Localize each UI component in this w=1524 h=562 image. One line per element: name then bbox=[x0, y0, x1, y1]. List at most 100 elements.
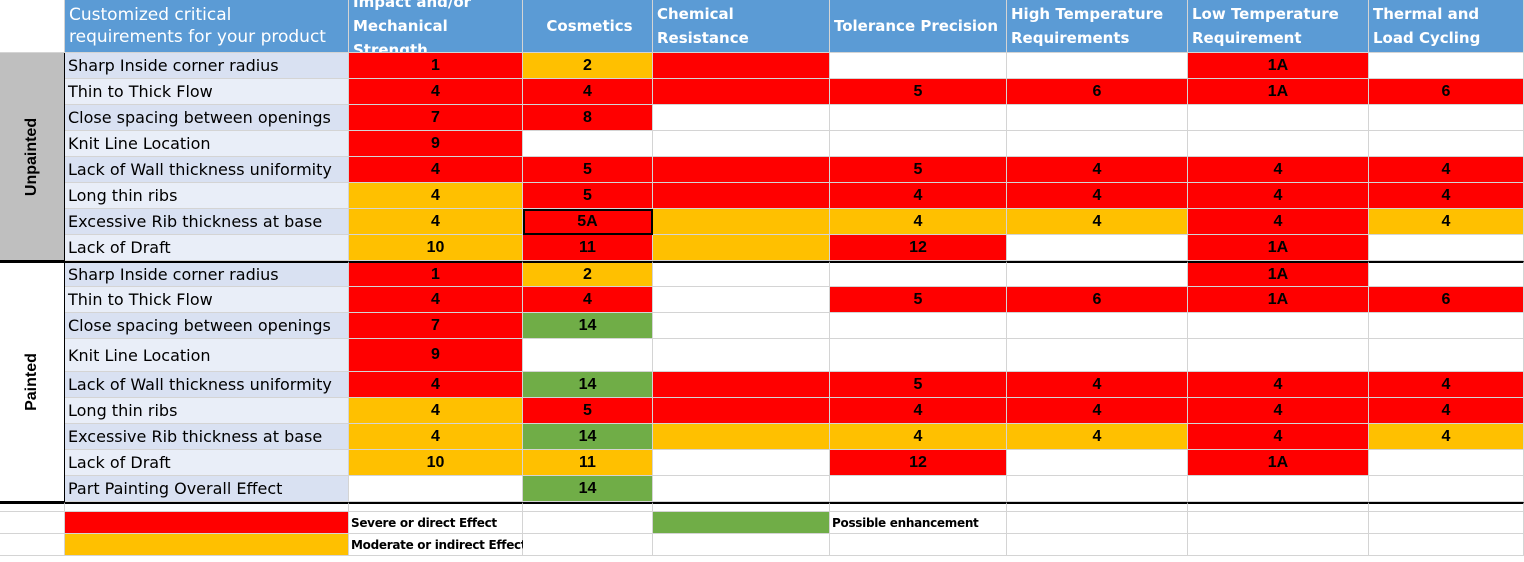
value-cell[interactable] bbox=[653, 424, 830, 450]
value-cell[interactable] bbox=[1369, 450, 1524, 476]
value-cell[interactable] bbox=[523, 131, 653, 157]
value-cell[interactable] bbox=[1369, 339, 1524, 372]
value-cell[interactable]: 2 bbox=[523, 261, 653, 287]
value-cell[interactable]: 4 bbox=[1188, 209, 1369, 235]
value-cell[interactable]: 4 bbox=[1369, 372, 1524, 398]
value-cell[interactable] bbox=[653, 53, 830, 79]
value-cell[interactable] bbox=[1007, 313, 1188, 339]
value-cell[interactable]: 4 bbox=[830, 183, 1007, 209]
value-cell[interactable] bbox=[653, 339, 830, 372]
row-label[interactable]: Sharp Inside corner radius bbox=[65, 53, 349, 79]
value-cell[interactable]: 11 bbox=[523, 450, 653, 476]
row-label[interactable]: Sharp Inside corner radius bbox=[65, 261, 349, 287]
row-label[interactable]: Close spacing between openings bbox=[65, 105, 349, 131]
column-header-4[interactable]: Tolerance Precision bbox=[830, 0, 1007, 53]
value-cell[interactable]: 4 bbox=[1007, 209, 1188, 235]
value-cell[interactable]: 14 bbox=[523, 372, 653, 398]
value-cell[interactable]: 1 bbox=[349, 261, 523, 287]
value-cell[interactable]: 1A bbox=[1188, 53, 1369, 79]
value-cell[interactable]: 1A bbox=[1188, 287, 1369, 313]
row-label[interactable]: Knit Line Location bbox=[65, 339, 349, 372]
value-cell[interactable] bbox=[830, 53, 1007, 79]
value-cell[interactable]: 4 bbox=[349, 287, 523, 313]
value-cell[interactable]: 4 bbox=[1188, 183, 1369, 209]
value-cell[interactable] bbox=[1369, 131, 1524, 157]
value-cell[interactable] bbox=[653, 450, 830, 476]
value-cell[interactable]: 14 bbox=[523, 476, 653, 502]
value-cell[interactable]: 4 bbox=[1007, 157, 1188, 183]
value-cell[interactable] bbox=[523, 339, 653, 372]
value-cell[interactable]: 5 bbox=[523, 157, 653, 183]
value-cell[interactable] bbox=[653, 398, 830, 424]
value-cell[interactable]: 4 bbox=[349, 183, 523, 209]
group-label-painted[interactable]: Painted bbox=[0, 261, 65, 502]
value-cell[interactable]: 7 bbox=[349, 105, 523, 131]
column-header-5[interactable]: High Temperature Requirements bbox=[1007, 0, 1188, 53]
value-cell[interactable]: 4 bbox=[1369, 157, 1524, 183]
value-cell[interactable] bbox=[653, 157, 830, 183]
value-cell[interactable]: 4 bbox=[1007, 183, 1188, 209]
row-label[interactable]: Lack of Wall thickness uniformity bbox=[65, 157, 349, 183]
row-label[interactable]: Excessive Rib thickness at base bbox=[65, 209, 349, 235]
value-cell[interactable] bbox=[1007, 261, 1188, 287]
header-title[interactable]: Customized critical requirements for you… bbox=[65, 0, 349, 53]
value-cell[interactable] bbox=[1369, 476, 1524, 502]
value-cell[interactable]: 6 bbox=[1369, 287, 1524, 313]
value-cell[interactable] bbox=[653, 209, 830, 235]
value-cell[interactable] bbox=[1369, 313, 1524, 339]
row-label[interactable]: Excessive Rib thickness at base bbox=[65, 424, 349, 450]
value-cell[interactable] bbox=[653, 287, 830, 313]
value-cell[interactable]: 5 bbox=[523, 398, 653, 424]
value-cell[interactable]: 1A bbox=[1188, 235, 1369, 261]
value-cell[interactable] bbox=[1188, 476, 1369, 502]
value-cell[interactable] bbox=[1007, 53, 1188, 79]
value-cell[interactable] bbox=[653, 79, 830, 105]
value-cell[interactable]: 5A bbox=[523, 209, 653, 235]
value-cell[interactable]: 4 bbox=[1188, 424, 1369, 450]
value-cell[interactable]: 4 bbox=[349, 79, 523, 105]
value-cell[interactable] bbox=[1007, 131, 1188, 157]
value-cell[interactable]: 4 bbox=[523, 287, 653, 313]
value-cell[interactable]: 4 bbox=[1188, 372, 1369, 398]
value-cell[interactable]: 4 bbox=[1007, 424, 1188, 450]
value-cell[interactable] bbox=[830, 339, 1007, 372]
value-cell[interactable] bbox=[349, 476, 523, 502]
value-cell[interactable]: 4 bbox=[1007, 398, 1188, 424]
value-cell[interactable]: 9 bbox=[349, 339, 523, 372]
row-label[interactable]: Thin to Thick Flow bbox=[65, 287, 349, 313]
value-cell[interactable]: 1 bbox=[349, 53, 523, 79]
value-cell[interactable] bbox=[1007, 339, 1188, 372]
value-cell[interactable]: 4 bbox=[349, 398, 523, 424]
row-label[interactable]: Long thin ribs bbox=[65, 183, 349, 209]
value-cell[interactable]: 5 bbox=[830, 287, 1007, 313]
value-cell[interactable]: 5 bbox=[830, 79, 1007, 105]
value-cell[interactable]: 4 bbox=[523, 79, 653, 105]
value-cell[interactable]: 8 bbox=[523, 105, 653, 131]
value-cell[interactable]: 5 bbox=[830, 157, 1007, 183]
row-label[interactable]: Part Painting Overall Effect bbox=[65, 476, 349, 502]
value-cell[interactable]: 4 bbox=[1007, 372, 1188, 398]
value-cell[interactable]: 9 bbox=[349, 131, 523, 157]
row-label[interactable]: Lack of Draft bbox=[65, 450, 349, 476]
value-cell[interactable]: 4 bbox=[1369, 209, 1524, 235]
value-cell[interactable] bbox=[653, 261, 830, 287]
value-cell[interactable] bbox=[653, 476, 830, 502]
value-cell[interactable] bbox=[1188, 105, 1369, 131]
value-cell[interactable] bbox=[1188, 313, 1369, 339]
value-cell[interactable] bbox=[1007, 476, 1188, 502]
value-cell[interactable]: 10 bbox=[349, 450, 523, 476]
value-cell[interactable] bbox=[830, 261, 1007, 287]
value-cell[interactable]: 1A bbox=[1188, 261, 1369, 287]
value-cell[interactable]: 4 bbox=[349, 209, 523, 235]
column-header-1[interactable]: Impact and/or Mechanical Strength bbox=[349, 0, 523, 53]
row-label[interactable]: Knit Line Location bbox=[65, 131, 349, 157]
value-cell[interactable] bbox=[1188, 131, 1369, 157]
value-cell[interactable]: 7 bbox=[349, 313, 523, 339]
value-cell[interactable]: 4 bbox=[1188, 398, 1369, 424]
value-cell[interactable]: 4 bbox=[1188, 157, 1369, 183]
row-label[interactable]: Lack of Wall thickness uniformity bbox=[65, 372, 349, 398]
value-cell[interactable]: 1A bbox=[1188, 450, 1369, 476]
value-cell[interactable] bbox=[1369, 53, 1524, 79]
value-cell[interactable] bbox=[1188, 339, 1369, 372]
value-cell[interactable]: 4 bbox=[830, 209, 1007, 235]
